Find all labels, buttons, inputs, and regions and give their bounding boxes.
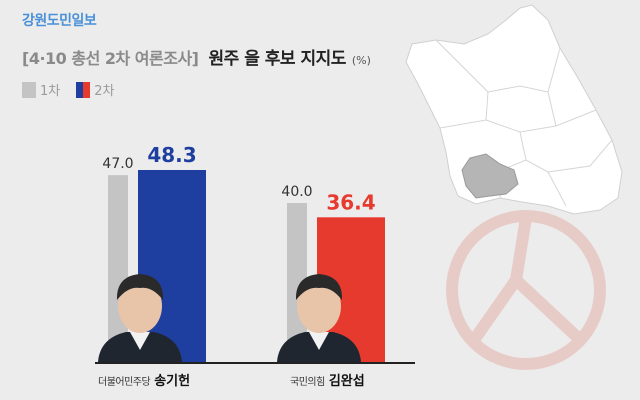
candidate-name: 송기헌 [154,374,191,389]
value-label-round1-2: 40.0 [281,184,312,200]
legend-swatch-round2 [76,81,91,98]
legend: 1차 2차 [22,80,130,99]
survey-label: [4·10 총선 2차 여론조사] [22,49,199,68]
candidate-label-1: 더불어민주당 송기헌 [98,370,190,389]
value-label-round2-1: 48.3 [147,143,196,167]
bars-group: 47.0 48.3 40.0 36.4 [98,143,385,362]
party-label: 국민의힘 [290,377,325,388]
value-label-round1-1: 47.0 [102,156,133,172]
legend-label-round2: 2차 [94,84,115,99]
unit-label: (%) [351,54,371,67]
legend-swatch-round1 [22,81,36,98]
ballot-mark-icon [446,210,606,370]
wonju-region [461,153,519,199]
value-label-round2-2: 36.4 [326,190,375,214]
candidate-name: 김완섭 [328,374,365,389]
candidate-photo-1 [98,274,182,362]
gangwon-map [405,4,623,215]
map-outline [405,4,623,215]
title-text: 원주 을 후보 지지도 [208,49,347,69]
legend-label-round1: 1차 [40,84,61,99]
candidate-label-2: 국민의힘 김완섭 [290,370,365,389]
chart-title: [4·10 총선 2차 여론조사] 원주 을 후보 지지도 (%) [22,44,371,69]
party-label: 더불어민주당 [98,377,151,388]
baseline [95,362,415,364]
publisher-logo: 강원도민일보 [22,13,97,29]
candidate-photo-2 [277,274,361,362]
